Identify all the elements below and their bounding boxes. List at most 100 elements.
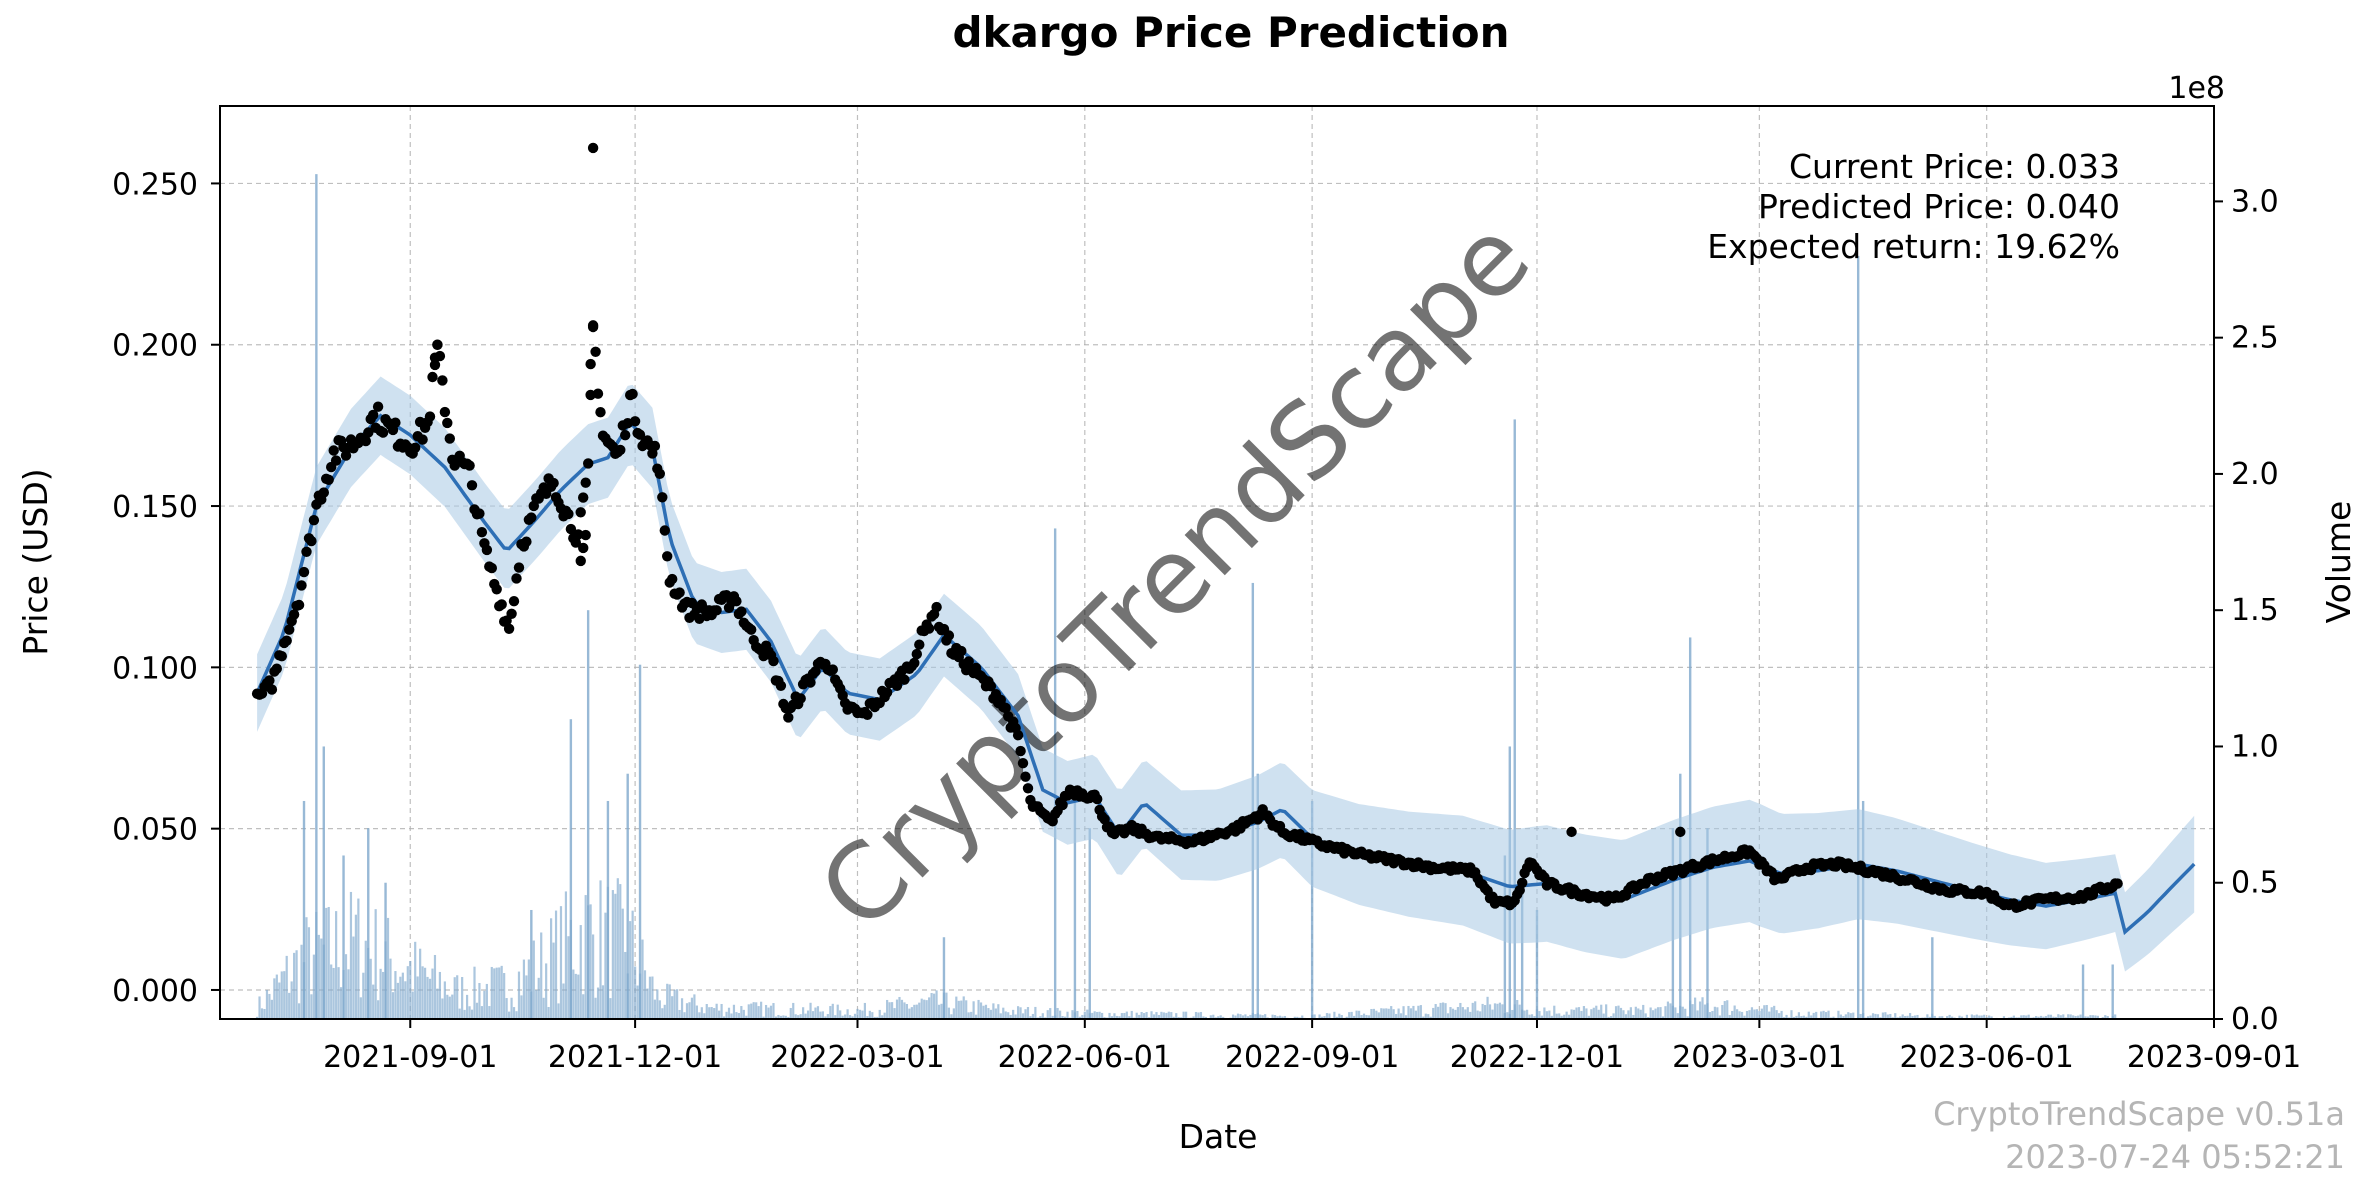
volume-bar bbox=[1362, 1013, 1366, 1019]
volume-spike bbox=[1256, 773, 1259, 1019]
volume-bar bbox=[396, 982, 400, 1019]
volume-bar bbox=[559, 906, 563, 1019]
volume-spike bbox=[384, 882, 387, 1019]
volume-bar bbox=[577, 974, 580, 1019]
volume-bar bbox=[989, 1009, 993, 1019]
x-axis-ticks: 2021-09-01 2021-12-01 2022-03-01 2022-06-01… bbox=[323, 1019, 2301, 1075]
volume-bar bbox=[475, 1002, 479, 1019]
volume-bar bbox=[972, 1001, 975, 1019]
volume-bar bbox=[656, 989, 659, 1019]
volume-bar bbox=[1632, 1014, 1635, 1019]
volume-bar bbox=[1476, 1010, 1479, 1019]
volume-bar bbox=[391, 992, 395, 1019]
volume-bar bbox=[1063, 1016, 1067, 1019]
volume-bar bbox=[928, 997, 931, 1019]
volume-bar bbox=[1029, 1016, 1032, 1019]
volume-bar bbox=[443, 981, 446, 1019]
price-point bbox=[481, 544, 493, 556]
volume-bar bbox=[636, 985, 639, 1019]
volume-bar bbox=[1669, 1003, 1672, 1019]
volume-bar bbox=[1550, 1015, 1553, 1019]
volume-spike bbox=[322, 746, 325, 1019]
volume-spike bbox=[1856, 255, 1860, 1020]
price-point bbox=[264, 675, 275, 686]
volume-bar bbox=[362, 972, 365, 1019]
volume-bar bbox=[258, 996, 261, 1019]
volume-bar bbox=[1338, 1013, 1341, 1019]
volume-bar bbox=[1162, 1012, 1165, 1019]
volume-bar bbox=[1639, 1009, 1642, 1019]
volume-bar bbox=[863, 1002, 866, 1019]
volume-bar bbox=[1204, 1016, 1207, 1019]
volume-bar bbox=[772, 1003, 775, 1019]
volume-bar bbox=[1844, 1014, 1847, 1019]
volume-bar bbox=[747, 1004, 750, 1019]
x-tick-label: 2022-12-01 bbox=[1450, 1040, 1624, 1075]
price-point bbox=[1000, 702, 1011, 714]
price-point bbox=[923, 623, 935, 634]
volume-bar bbox=[1916, 1014, 1919, 1019]
volume-bar bbox=[937, 1004, 941, 1019]
price-point bbox=[503, 623, 515, 634]
price-point bbox=[340, 450, 352, 461]
volume-bar bbox=[1081, 1014, 1084, 1019]
volume-bar bbox=[1493, 1003, 1497, 1019]
volume-bar bbox=[386, 917, 390, 1019]
volume-bar bbox=[1511, 1009, 1514, 1019]
volume-bar bbox=[1427, 1014, 1430, 1019]
volume-bar bbox=[1585, 1008, 1588, 1019]
volume-bar bbox=[804, 1013, 807, 1019]
volume-bar bbox=[260, 1008, 264, 1019]
volume-bar bbox=[643, 970, 647, 1019]
volume-bar bbox=[1385, 1008, 1388, 1019]
volume-bar bbox=[1656, 1007, 1660, 1019]
price-point bbox=[360, 435, 371, 447]
y-tick-label: 0.000 bbox=[112, 974, 198, 1009]
volume-bar bbox=[310, 994, 313, 1019]
volume-bar bbox=[1328, 1013, 1331, 1019]
volume-bar bbox=[1157, 1014, 1161, 1019]
volume-bar bbox=[372, 984, 375, 1019]
volume-bar bbox=[1441, 1002, 1445, 1019]
volume-bar bbox=[760, 1001, 763, 1019]
price-point bbox=[570, 537, 581, 548]
volume-bar bbox=[1345, 1016, 1348, 1019]
price-point bbox=[328, 445, 339, 456]
volume-bar bbox=[878, 1009, 881, 1019]
volume-bar bbox=[1711, 1010, 1714, 1019]
volume-bar bbox=[1753, 1009, 1756, 1019]
volume-bar bbox=[1281, 1016, 1284, 1019]
volume-bar bbox=[465, 994, 469, 1019]
price-point-outlier bbox=[578, 542, 589, 554]
volume-spike bbox=[342, 855, 345, 1019]
volume-bar bbox=[419, 948, 422, 1019]
volume-bar bbox=[1622, 1010, 1625, 1019]
volume-bar bbox=[416, 976, 419, 1019]
volume-bar bbox=[1372, 1008, 1376, 1019]
volume-bar bbox=[2044, 1016, 2048, 1019]
volume-bar bbox=[582, 994, 585, 1019]
volume-bar bbox=[1545, 1011, 1548, 1019]
volume-bar bbox=[498, 967, 501, 1019]
volume-bar bbox=[1024, 1009, 1027, 1019]
volume-bar bbox=[685, 1003, 689, 1019]
volume-bar bbox=[806, 1010, 810, 1019]
volume-bar bbox=[1805, 1016, 1808, 1019]
volume-bar bbox=[1115, 1015, 1119, 1019]
price-point bbox=[899, 674, 910, 685]
volume-bar bbox=[1217, 1016, 1220, 1019]
price-point bbox=[862, 709, 873, 720]
volume-bar bbox=[767, 1007, 770, 1019]
volume-bar bbox=[1899, 1016, 1902, 1019]
volume-bar bbox=[658, 1000, 661, 1019]
price-point bbox=[662, 551, 673, 562]
volume-bar bbox=[1765, 1004, 1768, 1019]
volume-bar bbox=[1543, 1007, 1546, 1019]
volume-bar bbox=[1824, 1012, 1828, 1019]
volume-bar bbox=[275, 974, 278, 1019]
price-point bbox=[578, 492, 589, 503]
volume-bar bbox=[1696, 1010, 1699, 1019]
volume-bar bbox=[564, 891, 568, 1019]
volume-bar bbox=[1402, 1006, 1405, 1019]
volume-bar bbox=[2069, 1014, 2072, 1019]
